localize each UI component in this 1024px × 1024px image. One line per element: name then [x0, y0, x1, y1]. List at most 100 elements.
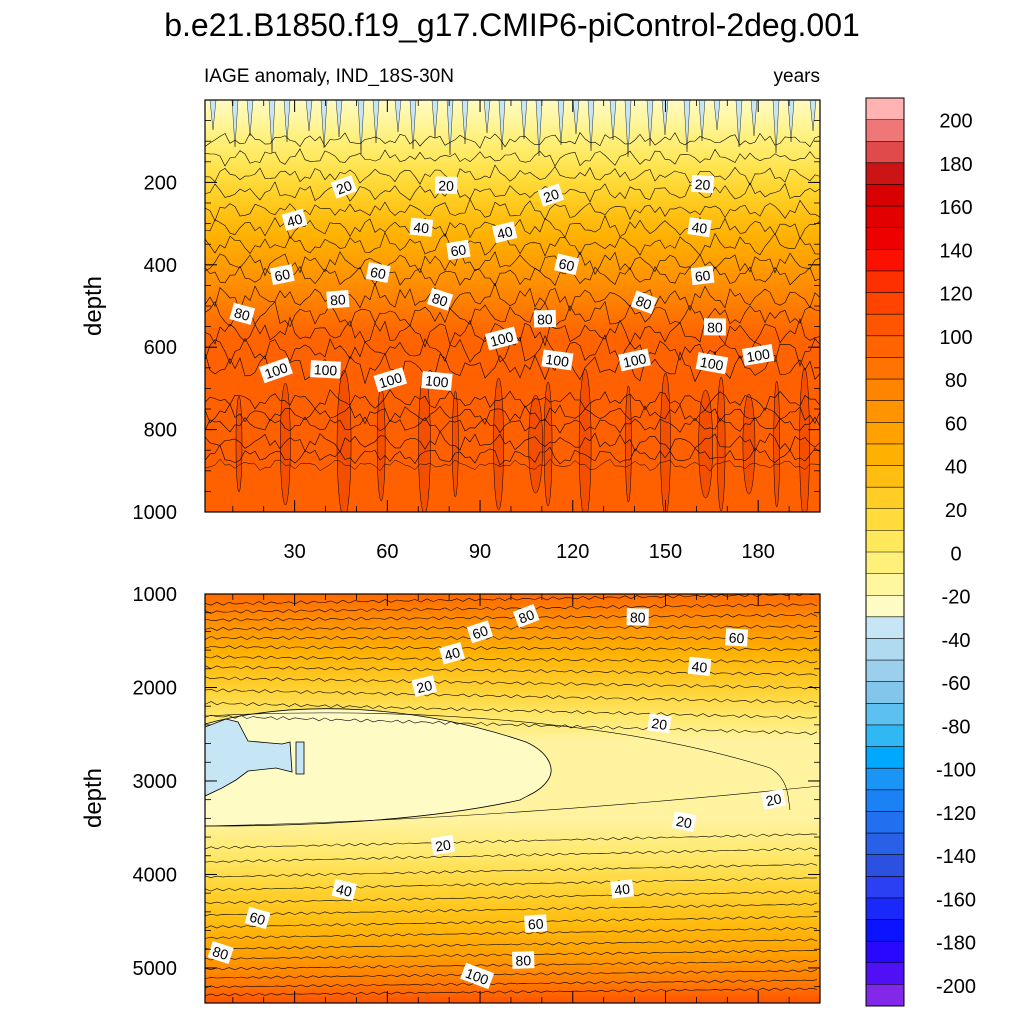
colorbar-label: 100 — [939, 327, 972, 349]
colorbar-swatch — [866, 681, 904, 704]
y-tick-label: 400 — [144, 255, 177, 277]
contour-line — [205, 181, 820, 203]
colorbar-label: -140 — [936, 846, 976, 868]
negative-blip — [557, 100, 565, 146]
upper-contour-lines — [205, 132, 820, 472]
contour-label-text: 100 — [262, 359, 290, 382]
negative-blip — [246, 100, 254, 137]
negative-blip — [209, 100, 217, 131]
contour-label-bg — [512, 951, 535, 969]
colorbar-swatch — [866, 119, 904, 142]
negative-blip — [750, 100, 758, 137]
contour-label-text: 80 — [516, 606, 536, 627]
deep-streak — [280, 382, 291, 506]
y-tick-label: 4000 — [133, 864, 178, 886]
contour-label-bg — [741, 344, 775, 366]
contour-label-bg — [725, 628, 749, 647]
contour-label: 20 — [434, 176, 458, 194]
contour-label-text: 20 — [334, 177, 354, 198]
contour-label-text: 40 — [691, 658, 708, 676]
negative-blip — [320, 100, 328, 149]
colorbar-label: 60 — [945, 413, 967, 435]
contour-line — [205, 603, 818, 614]
contour-label: 80 — [426, 287, 454, 311]
contour-label: 60 — [244, 906, 271, 930]
contour-line — [205, 458, 820, 472]
contour-label-bg — [671, 811, 697, 833]
contour-line — [205, 282, 820, 312]
contour-line — [205, 712, 791, 811]
negative-blip — [624, 100, 632, 158]
contour-line — [205, 847, 818, 863]
contour-label-text: 40 — [285, 210, 305, 230]
deep-streak — [235, 395, 243, 493]
contour-label-bg — [330, 174, 358, 199]
contour-label: 40 — [281, 208, 308, 232]
contour-label-text: 100 — [622, 350, 648, 371]
contour-label-bg — [647, 713, 672, 734]
contour-label: 80 — [229, 302, 256, 325]
contour-label: 80 — [626, 608, 649, 626]
colorbar-swatch — [866, 876, 904, 899]
contour-label-text: 40 — [691, 219, 709, 237]
contour-label: 60 — [524, 914, 548, 933]
colorbar-frame — [865, 97, 905, 1007]
negative-blip — [683, 100, 691, 153]
negative-blip — [446, 100, 454, 156]
contour-line — [205, 231, 820, 257]
colorbar-label: -100 — [936, 760, 976, 782]
contour-label-bg — [411, 675, 437, 697]
contour-label-text: 100 — [377, 369, 404, 391]
contour-line — [205, 701, 818, 720]
colorbar-swatch — [866, 530, 904, 553]
contour-line — [205, 198, 820, 222]
contour-label-text: 20 — [415, 677, 434, 696]
contour-label-text: 60 — [694, 267, 712, 285]
contour-label-bg — [537, 183, 565, 207]
negative-blip — [587, 100, 595, 152]
y-tick-label: 3000 — [133, 771, 178, 793]
lower-ylabel: depth — [80, 768, 107, 828]
contour-label: 60 — [554, 253, 580, 276]
units-label: years — [774, 66, 820, 87]
chart-title: b.e21.B1850.f19_g17.CMIP6-piControl-2deg… — [164, 7, 860, 43]
contour-label-bg — [630, 290, 658, 315]
negative-blip — [498, 100, 506, 151]
contour-label-text: 40 — [335, 881, 354, 900]
contour-label: 20 — [537, 183, 565, 207]
contour-label-bg — [524, 914, 548, 933]
contour-line — [205, 979, 818, 989]
colorbar-label: 40 — [945, 457, 967, 479]
colorbar-label: 20 — [945, 500, 967, 522]
colorbar-label: -180 — [936, 933, 976, 955]
y-tick-label: 800 — [144, 420, 177, 442]
contour-label-bg — [533, 309, 557, 328]
contour-line — [205, 655, 818, 664]
contour-label-bg — [244, 906, 271, 930]
colorbar-label: -60 — [942, 673, 971, 695]
negative-blip — [572, 100, 580, 135]
contour-label-bg — [512, 604, 540, 628]
contour-label-bg — [695, 352, 729, 375]
contour-label-text: 100 — [545, 351, 571, 370]
colorbar-swatch — [866, 724, 904, 747]
contour-label-text: 60 — [470, 622, 490, 642]
colorbar-swatch — [866, 249, 904, 272]
colorbar-swatch — [866, 357, 904, 380]
colorbar: 200180160140120100806040200-20-40-60-80-… — [865, 97, 976, 1007]
upper-contour-labels: 20 20 20 20 40 40 40 40 60 60 60 60 60 80 80 80 80 80 80 10… — [229, 174, 775, 393]
contour-line — [205, 676, 818, 690]
negative-blip — [698, 100, 706, 142]
colorbar-swatch — [866, 400, 904, 423]
contour-label-text: 40 — [413, 219, 430, 237]
colorbar-swatch — [866, 616, 904, 639]
x-tick-label: 90 — [469, 541, 491, 563]
y-tick-label: 1000 — [133, 502, 178, 524]
negative-blip — [535, 100, 543, 157]
contour-label-text: 80 — [515, 952, 531, 968]
contour-label: 80 — [207, 941, 234, 965]
lower-ticks: 1000 2000 3000 4000 5000 — [133, 584, 821, 1003]
contour-label: 40 — [491, 221, 518, 244]
contour-label-text: 100 — [424, 372, 449, 390]
